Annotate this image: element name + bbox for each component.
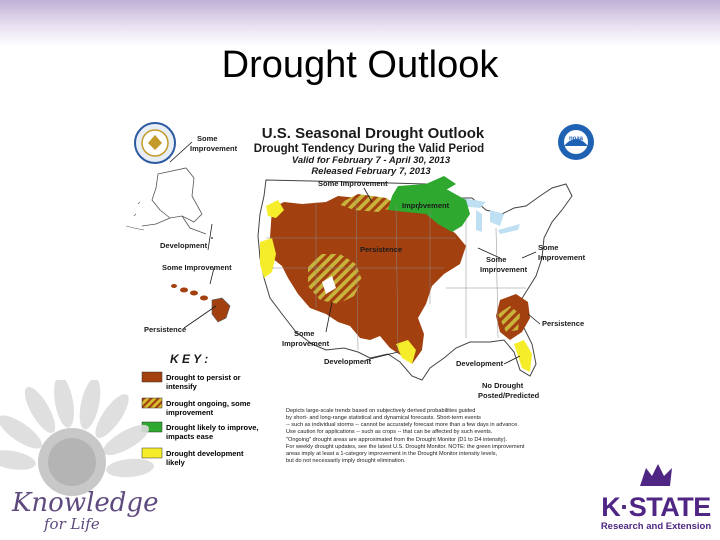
key-label-ongoing: Drought ongoing, some	[166, 399, 251, 408]
knowledge-for-life-sub: for Life	[44, 515, 100, 533]
label-alaska-improvement: Some	[197, 134, 217, 143]
label-sw-improvement-2: Improvement	[282, 339, 330, 348]
improvement-region-north-tip	[426, 176, 456, 190]
key-label-improve: Drought likely to improve,	[166, 423, 259, 432]
ongoing-some-improvement-north	[338, 194, 400, 212]
kstate-name: K·STATE	[601, 492, 711, 522]
key-swatch-development	[141, 447, 163, 459]
map-release-date: Released February 7, 2013	[311, 166, 431, 177]
lake-huron	[490, 210, 504, 226]
label-no-drought-2: Posted/Predicted	[478, 391, 540, 400]
label-midwest-improvement-2: Improvement	[480, 265, 528, 274]
development-region-texas	[396, 340, 416, 364]
lake-michigan	[476, 210, 482, 232]
map-valid-period: Valid for February 7 - April 30, 2013	[292, 155, 451, 166]
map-subtitle: Drought Tendency During the Valid Period	[254, 143, 484, 155]
disclaimer-line-7: areas imply at least a 1-category improv…	[286, 451, 498, 457]
key-label-ongoing-2: improvement	[166, 408, 214, 417]
key-swatch-ongoing	[141, 397, 163, 409]
usda-seal-logo	[134, 122, 176, 164]
drought-outlook-map: U.S. Seasonal Drought Outlook Drought Te…	[125, 118, 602, 480]
slide-title: Drought Outlook	[221, 44, 499, 86]
improvement-region-north	[388, 184, 470, 232]
label-no-drought: No Drought	[482, 381, 524, 390]
label-ak-development: Development	[160, 241, 208, 250]
label-central-persistence: Persistence	[360, 245, 402, 254]
noaa-logo-text: noaa	[569, 136, 584, 142]
development-region-westcoast	[266, 200, 284, 218]
disclaimer-line-1: Depicts large-scale trends based on subj…	[286, 408, 475, 414]
key-label-development: Drought development	[166, 449, 244, 458]
alaska-region	[125, 167, 213, 239]
map-svg: U.S. Seasonal Drought Outlook Drought Te…	[125, 122, 594, 467]
disclaimer-line-6: For weekly drought updates, see the late…	[286, 444, 525, 450]
state-boundaries	[266, 197, 526, 355]
noaa-logo: noaa	[558, 124, 594, 160]
key-label-improve-2: impacts ease	[166, 432, 213, 441]
label-east-improvement: Some	[538, 243, 558, 252]
kstate-logo: K·STATE Research and Extension	[600, 462, 712, 533]
ongoing-some-improvement-southwest	[308, 254, 362, 304]
wildcat-icon	[640, 464, 672, 486]
label-north-improvement: Improvement	[402, 201, 450, 210]
sunflower-decoration	[0, 380, 154, 496]
label-east-improvement-2: Improvement	[538, 253, 586, 262]
label-midwest-improvement: Some	[486, 255, 506, 264]
sw-gap	[322, 276, 336, 294]
key-label-development-2: likely	[166, 458, 186, 467]
label-fl-development: Development	[456, 359, 504, 368]
key-swatch-persist	[141, 371, 163, 383]
disclaimer-line-8: but do not necessarily imply drought eli…	[286, 458, 406, 464]
key-title: K E Y :	[170, 352, 208, 366]
key-label-persist-2: intensify	[166, 382, 198, 391]
label-se-persistence: Persistence	[542, 319, 584, 328]
disclaimer-line-5: "Ongoing" drought areas are approximated…	[286, 437, 507, 443]
lake-erie	[498, 224, 520, 234]
kstate-subtitle: Research and Extension	[600, 521, 712, 532]
disclaimer-line-2: by short- and long-range statistical and…	[286, 415, 481, 421]
label-leader-lines	[169, 141, 541, 365]
development-region-florida	[514, 340, 532, 372]
label-sw-improvement: Some	[294, 329, 314, 338]
map-title: U.S. Seasonal Drought Outlook	[262, 125, 485, 142]
disclaimer-line-3: -- such as individual storms -- cannot b…	[286, 422, 519, 428]
knowledge-for-life-logo: Knowledge	[12, 488, 159, 518]
label-north-some-improvement: Some Improvement	[318, 179, 388, 188]
key-label-persist: Drought to persist or	[166, 373, 241, 382]
disclaimer-line-4: Use caution for applications -- such as …	[286, 429, 493, 435]
hawaii-region	[171, 284, 231, 323]
label-alaska-improvement-2: Improvement	[190, 144, 238, 153]
key-item-development: Drought development likely	[141, 447, 244, 467]
label-hi-persistence: Persistence	[144, 325, 186, 334]
key-item-persist: Drought to persist or intensify	[141, 371, 241, 391]
label-hi-improvement: Some Improvement	[162, 263, 232, 272]
header-gradient-band	[0, 0, 720, 46]
label-tx-development: Development	[324, 357, 372, 366]
ongoing-some-improvement-southeast	[498, 306, 520, 332]
key-item-ongoing: Drought ongoing, some improvement	[141, 397, 251, 417]
